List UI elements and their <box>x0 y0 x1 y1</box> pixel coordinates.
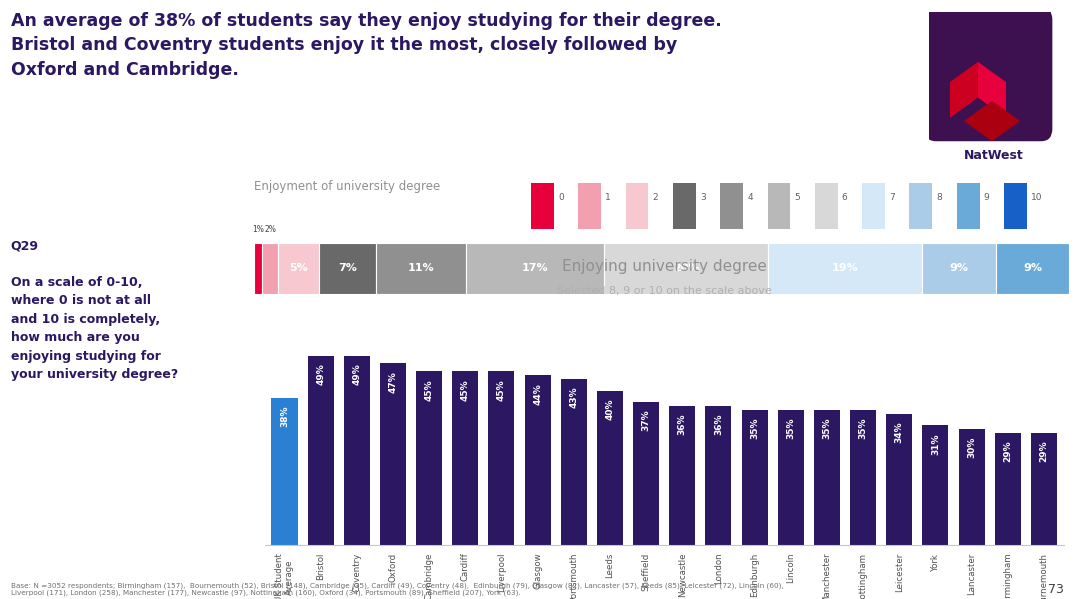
Bar <box>343 356 369 545</box>
Text: 6: 6 <box>841 193 848 202</box>
Bar <box>850 410 876 545</box>
Bar <box>416 371 442 545</box>
Text: 17%: 17% <box>522 264 549 273</box>
Text: 1: 1 <box>605 193 611 202</box>
FancyBboxPatch shape <box>279 243 319 294</box>
Text: 47%: 47% <box>389 371 397 393</box>
FancyBboxPatch shape <box>319 243 376 294</box>
Text: 35%: 35% <box>786 418 795 439</box>
Text: 29%: 29% <box>1039 441 1049 462</box>
Text: 5%: 5% <box>289 264 308 273</box>
Bar <box>887 414 913 545</box>
Bar <box>561 379 586 545</box>
Text: 36%: 36% <box>714 414 723 435</box>
Text: 31%: 31% <box>931 433 940 455</box>
FancyBboxPatch shape <box>605 243 768 294</box>
Bar <box>525 375 551 545</box>
FancyBboxPatch shape <box>768 183 791 229</box>
Text: 3: 3 <box>700 193 705 202</box>
FancyBboxPatch shape <box>720 183 743 229</box>
Text: 9: 9 <box>984 193 989 202</box>
Bar <box>488 371 514 545</box>
Polygon shape <box>950 62 978 118</box>
Text: 40%: 40% <box>606 398 615 420</box>
Bar <box>271 398 297 545</box>
Text: 49%: 49% <box>316 364 325 385</box>
Text: 4: 4 <box>747 193 753 202</box>
Bar <box>778 410 804 545</box>
Text: 10: 10 <box>1031 193 1042 202</box>
Text: 38%: 38% <box>280 406 289 428</box>
Text: 43%: 43% <box>569 386 578 409</box>
FancyBboxPatch shape <box>673 183 696 229</box>
Text: Enjoying university degree: Enjoying university degree <box>562 259 767 274</box>
Text: 37%: 37% <box>642 410 650 431</box>
Polygon shape <box>978 62 1007 118</box>
Bar <box>308 356 334 545</box>
FancyBboxPatch shape <box>465 243 605 294</box>
Text: Selected 8, 9 or 10 on the scale above: Selected 8, 9 or 10 on the scale above <box>557 286 771 296</box>
FancyBboxPatch shape <box>376 243 465 294</box>
Text: 8: 8 <box>936 193 942 202</box>
Text: 7: 7 <box>889 193 894 202</box>
FancyBboxPatch shape <box>814 183 838 229</box>
FancyBboxPatch shape <box>531 183 554 229</box>
Bar <box>995 433 1021 545</box>
Text: 0: 0 <box>558 193 564 202</box>
Text: An average of 38% of students say they enjoy studying for their degree.
Bristol : An average of 38% of students say they e… <box>11 12 721 78</box>
Text: 45%: 45% <box>424 379 434 401</box>
Text: 30%: 30% <box>967 437 976 458</box>
Bar <box>959 429 985 545</box>
Bar <box>1031 433 1057 545</box>
FancyBboxPatch shape <box>768 243 922 294</box>
Polygon shape <box>963 101 1021 141</box>
Text: 5: 5 <box>795 193 800 202</box>
Text: 36%: 36% <box>678 414 687 435</box>
Text: 20%: 20% <box>673 264 699 273</box>
Text: 35%: 35% <box>823 418 832 439</box>
Bar <box>597 391 623 545</box>
Bar <box>814 410 840 545</box>
Text: On a scale of 0-10,
where 0 is not at all
and 10 is completely,
how much are you: On a scale of 0-10, where 0 is not at al… <box>11 276 178 381</box>
Bar <box>453 371 478 545</box>
Text: 49%: 49% <box>352 364 362 385</box>
Bar <box>380 364 406 545</box>
Text: 34%: 34% <box>894 422 904 443</box>
Text: 1%: 1% <box>252 225 264 234</box>
Text: 7%: 7% <box>338 264 357 273</box>
Text: 73: 73 <box>1048 583 1064 596</box>
Bar <box>705 406 731 545</box>
FancyBboxPatch shape <box>262 243 279 294</box>
Text: 2%: 2% <box>265 225 276 234</box>
FancyBboxPatch shape <box>578 183 602 229</box>
FancyBboxPatch shape <box>924 7 1052 141</box>
Text: 2: 2 <box>652 193 658 202</box>
Text: 35%: 35% <box>859 418 867 439</box>
Text: 45%: 45% <box>461 379 470 401</box>
Text: 45%: 45% <box>497 379 505 401</box>
FancyBboxPatch shape <box>909 183 932 229</box>
Text: NatWest: NatWest <box>963 149 1023 162</box>
FancyBboxPatch shape <box>254 243 262 294</box>
FancyBboxPatch shape <box>862 183 885 229</box>
Text: 11%: 11% <box>407 264 434 273</box>
Bar <box>742 410 768 545</box>
Bar <box>633 402 659 545</box>
FancyBboxPatch shape <box>625 183 648 229</box>
Text: 29%: 29% <box>1003 441 1012 462</box>
Text: 9%: 9% <box>1023 264 1042 273</box>
Text: 9%: 9% <box>949 264 969 273</box>
Bar <box>670 406 696 545</box>
FancyBboxPatch shape <box>957 183 980 229</box>
FancyBboxPatch shape <box>1004 183 1027 229</box>
Text: Enjoyment of university degree: Enjoyment of university degree <box>254 180 440 193</box>
Text: Q29: Q29 <box>11 240 39 253</box>
Text: 19%: 19% <box>832 264 859 273</box>
Text: 44%: 44% <box>534 383 542 404</box>
FancyBboxPatch shape <box>996 243 1069 294</box>
Text: Base: N =3052 respondents; Birmingham (157),  Bournemouth (52), Bristol (148), C: Base: N =3052 respondents; Birmingham (1… <box>11 582 783 596</box>
FancyBboxPatch shape <box>922 243 996 294</box>
Bar <box>922 425 948 545</box>
Text: 35%: 35% <box>751 418 759 439</box>
